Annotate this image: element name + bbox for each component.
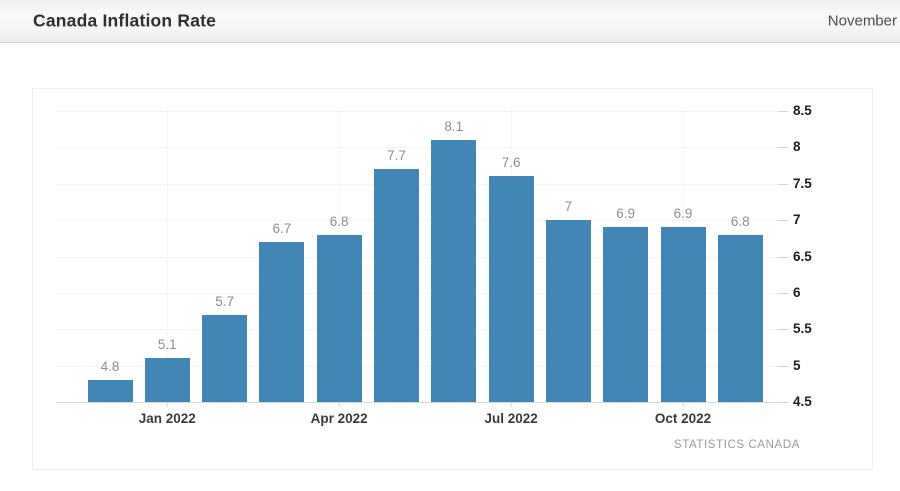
y-axis-tick-label: 7 [793, 212, 801, 228]
y-axis-tick [778, 329, 788, 331]
x-axis-tick [683, 402, 684, 407]
h-gridline [56, 111, 781, 112]
bar[interactable] [717, 234, 763, 402]
y-axis-tick-label: 5.5 [793, 321, 812, 337]
y-axis-tick-label: 8.5 [793, 103, 812, 118]
y-axis-tick-label: 6.5 [793, 248, 812, 264]
bar-value-label: 6.8 [329, 213, 349, 229]
bar-value-label: 5.1 [157, 337, 177, 353]
x-axis-tick-label: Oct 2022 [654, 411, 712, 426]
page-title: Canada Inflation Rate [33, 10, 217, 31]
x-axis-tick-label: Jan 2022 [138, 411, 196, 426]
v-gridline [167, 111, 169, 402]
y-axis-tick-label: 6 [793, 284, 801, 300]
y-axis-tick [778, 292, 788, 294]
plot-area: 8.5 8 7.5 7 6.5 6 5.5 5 4.5 Jan 2022 Apr 2022 Jul 2… [33, 89, 872, 469]
x-axis-tick [339, 402, 341, 407]
period-label: November [827, 12, 897, 30]
h-gridline [56, 147, 781, 149]
x-axis-tick [167, 402, 169, 407]
bar-value-label: 8.1 [444, 119, 464, 135]
y-axis-tick [778, 183, 788, 185]
y-axis-tick-label: 8 [793, 139, 801, 155]
y-axis-tick [778, 147, 788, 149]
x-axis-tick-label: Apr 2022 [310, 411, 368, 426]
x-axis-baseline [56, 402, 781, 403]
bar[interactable] [316, 234, 362, 402]
bar[interactable] [660, 227, 706, 402]
bar-value-label: 6.9 [616, 206, 636, 222]
bar[interactable] [488, 176, 534, 402]
bar-value-label: 7.6 [501, 155, 521, 171]
chart-panel: 8.5 8 7.5 7 6.5 6 5.5 5 4.5 Jan 2022 Apr 2022 Jul 2… [32, 88, 873, 470]
bar[interactable] [202, 314, 248, 402]
bar[interactable] [144, 358, 190, 402]
bar[interactable] [603, 227, 649, 402]
y-axis-tick [778, 402, 788, 403]
y-axis-tick-label: 4.5 [793, 394, 812, 409]
bar[interactable] [259, 241, 305, 402]
header: Canada Inflation Rate November [0, 0, 900, 43]
bar[interactable] [87, 380, 133, 402]
y-axis-tick-label: 7.5 [793, 175, 812, 191]
y-axis-tick [778, 256, 788, 258]
bar-value-label: 6.8 [730, 213, 750, 229]
bar-value-label: 7 [564, 199, 573, 215]
y-axis-tick-label: 5 [793, 357, 801, 373]
bar-value-label: 5.7 [215, 293, 234, 309]
bar-value-label: 6.9 [673, 206, 693, 222]
source-label: STATISTICS CANADA [673, 439, 800, 451]
bar[interactable] [431, 140, 477, 402]
y-axis-tick [778, 111, 788, 112]
x-axis-tick-label: Jul 2022 [484, 411, 538, 426]
y-axis-tick [778, 220, 788, 222]
bar-value-label: 7.7 [387, 148, 406, 164]
bar-value-label: 4.8 [100, 359, 120, 375]
bar[interactable] [545, 220, 591, 402]
bar-value-label: 6.7 [272, 220, 292, 236]
bar[interactable] [374, 169, 419, 402]
x-axis-tick [511, 402, 513, 407]
y-axis-tick [778, 365, 788, 367]
